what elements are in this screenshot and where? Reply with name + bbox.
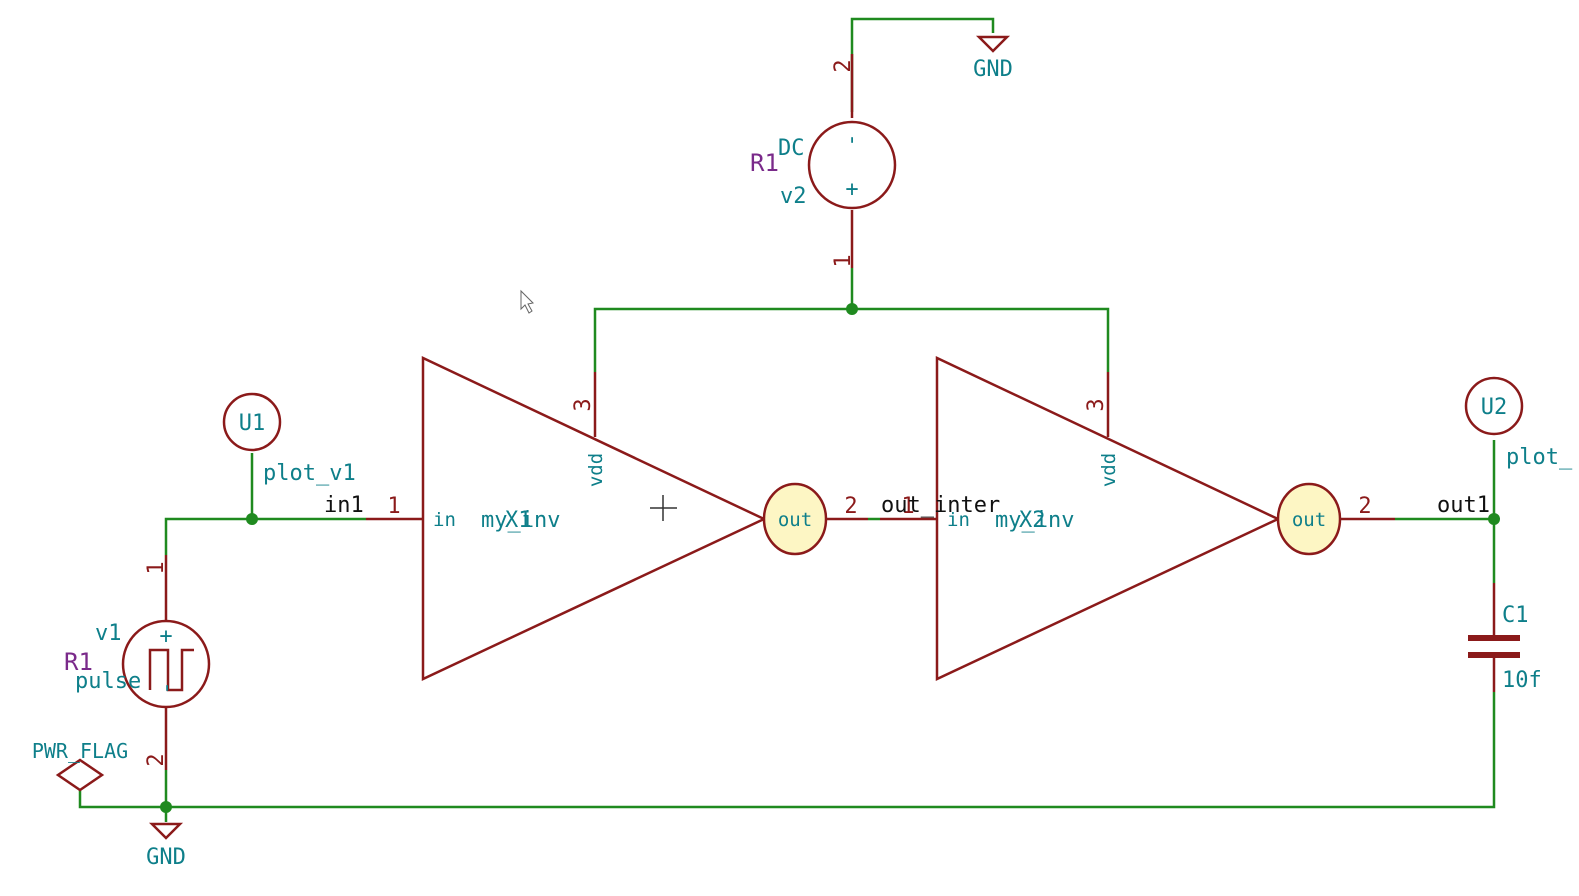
v1-name: v1 <box>95 621 122 646</box>
junction-gnd[interactable] <box>160 801 172 813</box>
gnd-symbol-top[interactable]: GND <box>973 35 1013 82</box>
x2-reference: X2 <box>1019 508 1046 533</box>
x2-output-port[interactable]: out <box>1276 482 1342 556</box>
component-x1-inverter[interactable]: 1 in 3 vdd 2 my_inv X1 <box>366 356 868 681</box>
component-c1[interactable]: C1 10f <box>1468 583 1542 693</box>
wire-vdd-bus[interactable] <box>593 307 1110 372</box>
x2-value: my_inv <box>995 508 1074 533</box>
v2-name: v2 <box>780 184 807 209</box>
x1-pin-in-name: in <box>433 509 456 531</box>
pwr-flag-label: PWR_FLAG <box>32 739 128 763</box>
x2-pin-out-name: out <box>1292 509 1326 531</box>
junction-out1[interactable] <box>1488 513 1500 525</box>
u2-value: plot_ <box>1506 445 1573 470</box>
v2-pin-bottom-number: 1 <box>831 254 856 267</box>
x1-out-port-body <box>762 482 828 556</box>
v2-body <box>807 120 897 210</box>
x2-out-port-body <box>1276 482 1342 556</box>
x1-pin-out-name: out <box>778 509 812 531</box>
u2-body <box>1464 376 1524 436</box>
mouse-pointer-icon <box>520 289 535 314</box>
v2-minus-sign: - <box>839 133 864 146</box>
component-v2[interactable]: 2 1 - + R1 DC v2 <box>750 54 897 268</box>
v1-value: pulse <box>75 669 141 694</box>
net-labels: in1 out_inter out1 <box>324 493 1490 518</box>
v1-plus-sign: + <box>159 624 172 649</box>
component-v1[interactable]: 1 2 + - v1 R1 pulse <box>64 555 211 770</box>
x1-pin-in-number: 1 <box>387 494 400 519</box>
x1-pin-vdd-name: vdd <box>585 453 607 487</box>
junctions <box>160 303 1500 813</box>
junction-vdd[interactable] <box>846 303 858 315</box>
ground-symbol-icon <box>975 35 1011 53</box>
v1-pin-top-number: 1 <box>144 561 169 574</box>
component-pwr-flag[interactable]: PWR_FLAG <box>32 739 128 792</box>
wire-v2-to-gnd[interactable] <box>850 17 995 112</box>
x1-value: my_inv <box>481 508 560 533</box>
net-label-out1[interactable]: out1 <box>1437 493 1490 518</box>
x2-pin-vdd-number: 3 <box>1084 398 1109 411</box>
x2-pin-vdd-name: vdd <box>1098 453 1120 487</box>
c1-value: 10f <box>1502 668 1542 693</box>
v2-pin-top-number: 2 <box>831 59 856 72</box>
x1-reference: X1 <box>505 508 532 533</box>
wire-out1[interactable] <box>1395 517 1496 583</box>
diamond-icon <box>55 758 105 792</box>
u1-body <box>222 392 282 452</box>
v1-pin-bottom-number: 2 <box>144 753 169 766</box>
x2-pin-in-name: in <box>947 509 970 531</box>
pulse-waveform-icon <box>148 648 194 692</box>
v1-reference: R1 <box>64 648 93 676</box>
x1-pin-out-number: 2 <box>844 494 857 519</box>
net-label-in1[interactable]: in1 <box>324 493 364 518</box>
v2-value: DC <box>778 136 805 161</box>
x2-pin-in-number: 1 <box>901 494 914 519</box>
junction-in1[interactable] <box>246 513 258 525</box>
gnd-symbol-bottom[interactable]: GND <box>146 822 186 870</box>
net-label-out-inter[interactable]: out_inter <box>881 493 1000 518</box>
v1-body <box>121 619 211 709</box>
c1-reference: C1 <box>1502 603 1529 628</box>
v2-reference: R1 <box>750 149 779 177</box>
wire-gnd-bus[interactable] <box>164 692 1496 809</box>
x2-pin-out-number: 2 <box>1358 494 1371 519</box>
ground-symbol-icon <box>148 822 184 840</box>
component-x2-inverter[interactable]: 1 in 3 vdd 2 my_inv X2 <box>880 356 1395 681</box>
v1-minus-sign: - <box>154 681 179 694</box>
component-u2-probe[interactable]: U2 plot_ <box>1464 376 1573 470</box>
gnd-bottom-label: GND <box>146 845 186 870</box>
u1-reference: U1 <box>239 411 266 436</box>
wire-pwr-flag[interactable] <box>78 790 166 809</box>
v2-plus-sign: + <box>845 177 858 202</box>
u2-reference: U2 <box>1481 395 1508 420</box>
u1-value: plot_v1 <box>263 461 356 486</box>
crosshair-icon <box>650 495 677 521</box>
wire-in1[interactable] <box>164 517 366 555</box>
x1-output-port[interactable]: out <box>762 482 828 556</box>
x1-pin-vdd-number: 3 <box>571 398 596 411</box>
component-u1-probe[interactable]: U1 plot_v1 <box>222 392 356 486</box>
gnd-top-label: GND <box>973 57 1013 82</box>
